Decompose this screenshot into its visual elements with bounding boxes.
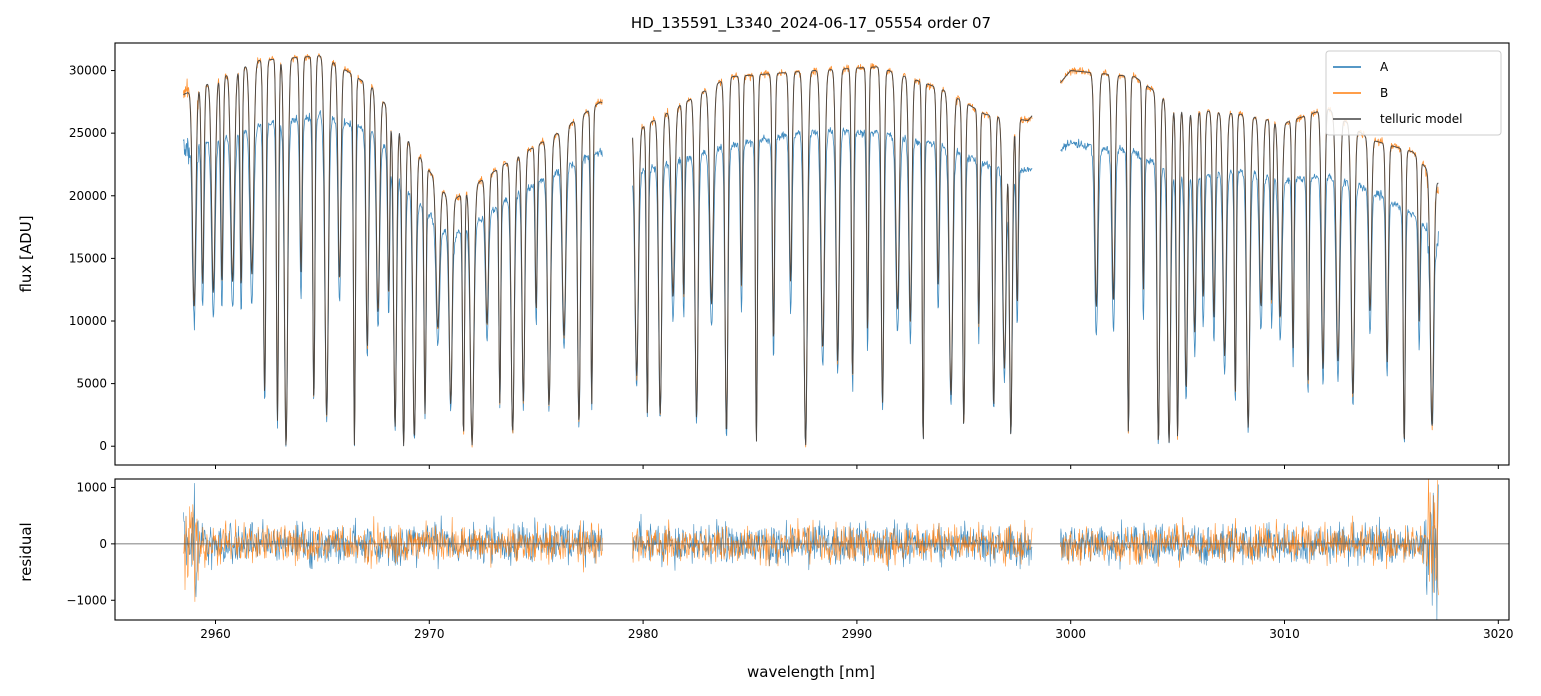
- main-panel: 0 5000 10000 15000 20000 25000 30000 flux [ADU…: [17, 42, 1510, 469]
- residual-axes-frame: [114, 478, 1510, 621]
- main-y-tick-label: 15000: [69, 251, 107, 265]
- residual-y-tick-label: −1000: [66, 593, 107, 607]
- residual-x-tick-label: 2970: [414, 627, 445, 641]
- legend-label-a: A: [1380, 60, 1389, 74]
- residual-plot-area: [115, 479, 1509, 620]
- main-y-axis: 0 5000 10000 15000 20000 25000 30000: [69, 64, 115, 453]
- main-y-tick-label: 30000: [69, 64, 107, 78]
- legend-label-telluric: telluric model: [1380, 112, 1462, 126]
- main-y-tick-label: 25000: [69, 126, 107, 140]
- x-axis-label: wavelength [nm]: [747, 663, 875, 681]
- residual-x-tick-label: 3010: [1269, 627, 1300, 641]
- main-axes-frame: [114, 42, 1510, 466]
- residual-b-line: [183, 504, 603, 602]
- telluric-model-line: [632, 66, 1033, 446]
- chart-title: HD_135591_L3340_2024-06-17_05554 order 0…: [631, 14, 991, 33]
- residual-y-axis-label: residual: [17, 522, 35, 581]
- residual-x-tick-label: 3020: [1483, 627, 1514, 641]
- main-y-tick-label: 10000: [69, 314, 107, 328]
- telluric-model-line: [183, 55, 603, 447]
- main-y-tick-label: 0: [99, 439, 107, 453]
- residual-y-tick-label: 0: [99, 537, 107, 551]
- residual-y-tick-label: 1000: [76, 480, 107, 494]
- legend-box: [1325, 50, 1502, 136]
- main-plot-area: [183, 53, 1439, 448]
- legend-label-b: B: [1380, 86, 1388, 100]
- residual-x-tick-label: 2990: [842, 627, 873, 641]
- residual-y-axis: −1000 0 1000: [66, 480, 115, 607]
- telluric-model-line: [1059, 70, 1439, 443]
- main-y-axis-label: flux [ADU]: [17, 215, 35, 292]
- residual-x-tick-label: 3000: [1055, 627, 1086, 641]
- residual-x-tick-label: 2980: [628, 627, 659, 641]
- residual-b-line: [1060, 479, 1439, 596]
- main-x-axis: [214, 465, 1499, 469]
- main-y-tick-label: 20000: [69, 189, 107, 203]
- legend: A B telluric model: [1325, 50, 1502, 136]
- residual-x-axis: 2960 2970 2980 2990 3000 3010 3020: [200, 620, 1514, 641]
- main-y-tick-label: 5000: [76, 377, 107, 391]
- residual-x-tick-label: 2960: [200, 627, 231, 641]
